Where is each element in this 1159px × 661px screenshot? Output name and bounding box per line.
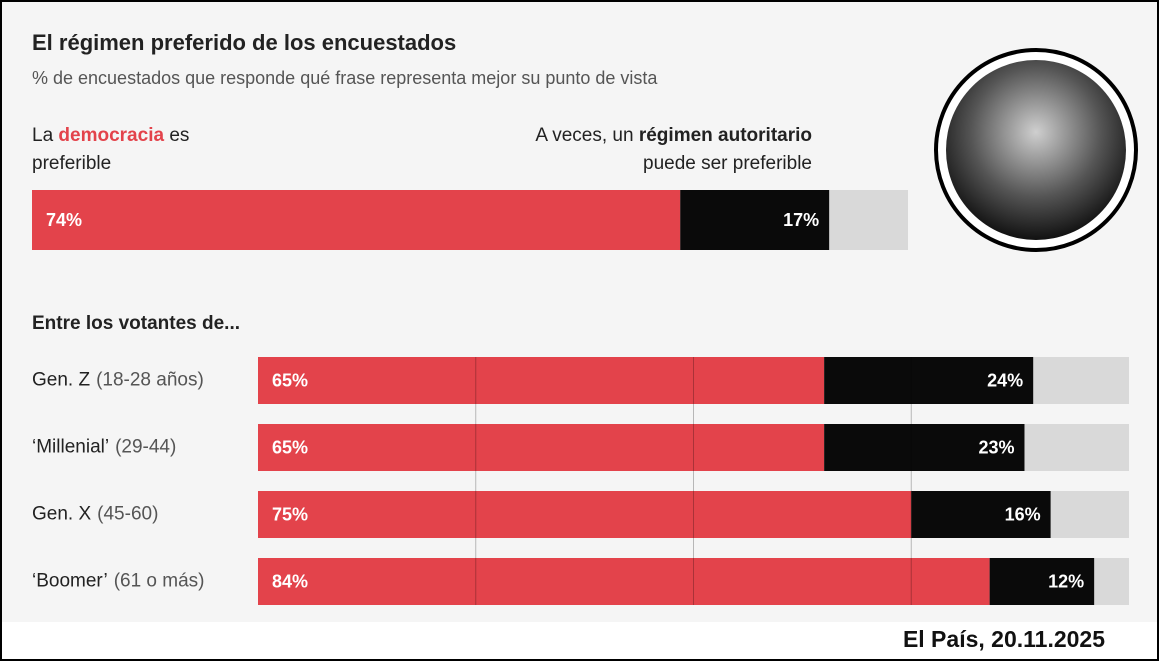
bar-segment (824, 424, 1025, 471)
legend-text: La (32, 125, 54, 146)
bar-segment (911, 491, 1051, 538)
legend-highlight: régimen autoritario (638, 125, 812, 146)
category-name: ‘Boomer’ (32, 571, 108, 592)
category-label: Gen. Z (18-28 años) (32, 370, 204, 391)
value-label: 84% (272, 571, 308, 591)
bar-segment (258, 558, 990, 605)
value-label: 65% (272, 370, 308, 390)
legend-text: es (169, 125, 190, 146)
category-name: Gen. X (32, 504, 91, 525)
bar-segment (258, 491, 912, 538)
section-title: Entre los votantes de... (32, 313, 240, 334)
value-label: 75% (272, 504, 308, 524)
category-note: (61 o más) (114, 571, 205, 592)
category-label: ‘Boomer’ (61 o más) (32, 571, 205, 592)
category-note: (18-28 años) (96, 370, 204, 391)
bar-segment (680, 190, 830, 250)
title: El régimen preferido de los encuestados (32, 30, 457, 55)
legend-highlight: democracia (58, 125, 165, 146)
bar-segment (824, 357, 1034, 404)
legend-left: La democracia es preferible (32, 122, 189, 178)
value-label: 23% (978, 437, 1014, 457)
category-name: ‘Millenial’ (32, 437, 109, 458)
source: El País, 20.11.2025 (902, 626, 1105, 652)
footer-band (2, 622, 1157, 659)
category-label: Gen. X (45-60) (32, 504, 158, 525)
legend-text: A veces, un (535, 125, 634, 146)
value-label: 17% (783, 210, 819, 230)
bar-segment (258, 424, 825, 471)
value-label: 65% (272, 437, 308, 457)
category-note: (45-60) (97, 504, 158, 525)
bar-segment (989, 558, 1095, 605)
subtitle: % de encuestados que responde qué frase … (32, 68, 658, 88)
category-note: (29-44) (115, 437, 176, 458)
legend-right: A veces, un régimen autoritario puede se… (535, 122, 812, 178)
legend-text: puede ser preferible (643, 153, 812, 174)
bar-segment (32, 190, 681, 250)
category-label: ‘Millenial’ (29-44) (32, 437, 176, 458)
bar-segment (258, 357, 825, 404)
portrait (946, 60, 1126, 240)
legend-text: preferible (32, 153, 112, 174)
value-label: 12% (1048, 571, 1084, 591)
value-label: 74% (46, 210, 82, 230)
value-label: 16% (1005, 504, 1041, 524)
value-label: 24% (987, 370, 1023, 390)
category-name: Gen. Z (32, 370, 90, 391)
